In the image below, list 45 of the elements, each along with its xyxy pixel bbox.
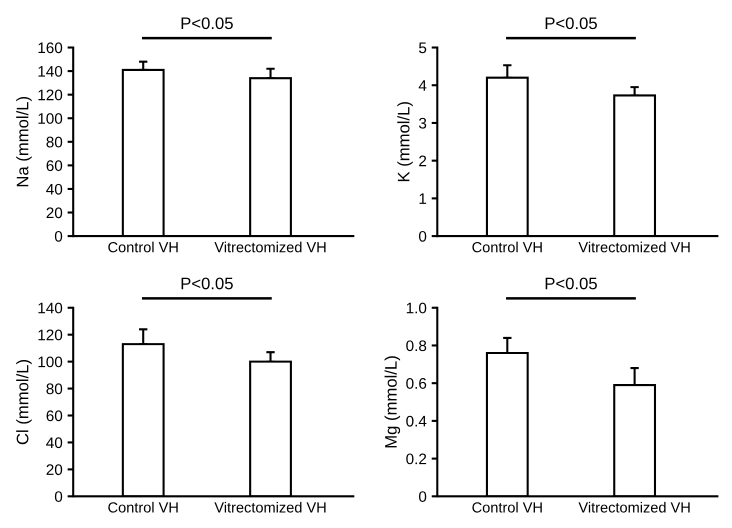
y-tick-label: 80 [46, 383, 62, 394]
y-tick-label: 140 [38, 66, 62, 77]
y-tick-label: 100 [38, 113, 62, 124]
y-tick-label: 3 [418, 118, 426, 129]
text: P<0.05 [546, 278, 597, 290]
text: P<0.05 [182, 17, 233, 30]
y-tick-label: 0.6 [406, 378, 426, 389]
x-tick-label: Vitrectomized VH [578, 502, 690, 513]
y-tick-label: 1 [420, 193, 426, 204]
x-tick-label: Vitrectomized VH [578, 242, 690, 252]
y-tick-label: 40 [46, 184, 62, 195]
y-tick-label: 1.0 [406, 302, 426, 314]
y-tick-label: 5 [418, 42, 426, 54]
y-tick-label: 60 [46, 410, 62, 422]
x-tick-label: Control VH [472, 502, 542, 513]
y-tick-label: 120 [38, 90, 62, 100]
x-tick-label: Vitrectomized VH [214, 502, 326, 513]
y-axis-title: K (mmol/L) [397, 102, 413, 182]
y-tick-label: 0 [418, 230, 426, 242]
x-tick-label: Control VH [108, 242, 178, 252]
y-tick-label: 160 [38, 42, 62, 54]
y-axis-title: Cl (mmol/L) [16, 360, 32, 444]
x-tick-label: Control VH [472, 242, 542, 252]
x-tick-label: Control VH [108, 502, 178, 513]
text: P<0.05 [182, 278, 233, 290]
y-tick-label: 0 [418, 491, 426, 502]
y-tick-label: 80 [46, 136, 62, 148]
y-tick-label: 140 [38, 302, 62, 314]
y-tick-label: 40 [46, 437, 62, 448]
y-axis-title: Na (mmol/L) [16, 97, 32, 186]
y-tick-label: 100 [38, 356, 62, 368]
y-tick-label: 20 [46, 207, 62, 218]
y-tick-label: 2 [419, 156, 426, 166]
x-tick-label: Vitrectomized VH [214, 242, 326, 252]
y-tick-label: 0.4 [406, 416, 426, 427]
y-tick-label: 0.8 [406, 340, 426, 352]
y-tick-label: 60 [46, 160, 62, 172]
y-tick-label: 4 [418, 80, 426, 91]
y-tick-label: 0.2 [406, 453, 426, 464]
y-tick-label: 0 [54, 230, 62, 242]
text: P<0.05 [546, 17, 597, 30]
y-axis-title: Mg (mmol/L) [384, 356, 400, 448]
y-tick-label: 120 [38, 330, 62, 340]
y-tick-label: 0 [54, 491, 62, 502]
y-tick-label: 20 [46, 464, 62, 476]
